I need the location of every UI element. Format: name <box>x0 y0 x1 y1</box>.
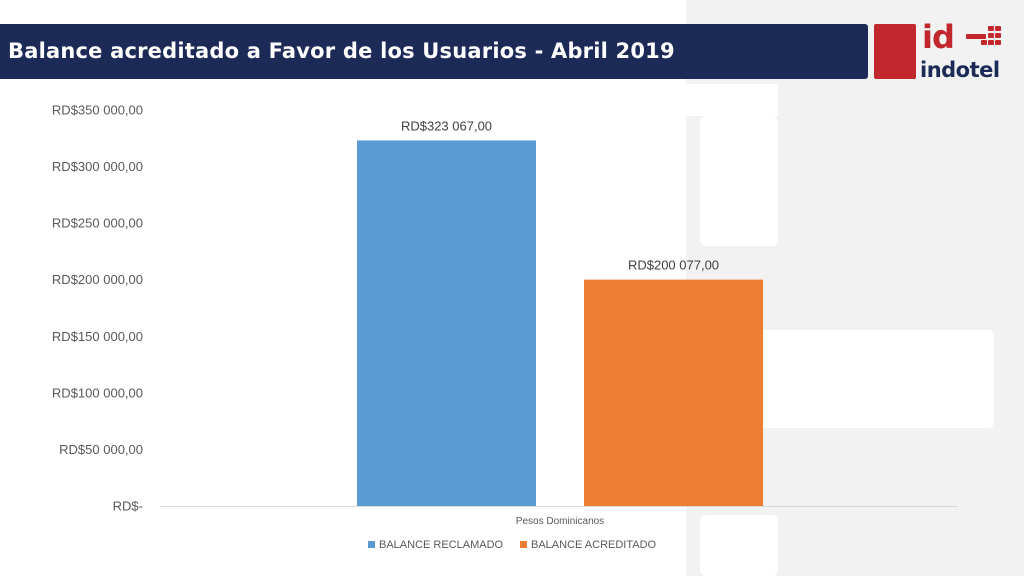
legend-item: BALANCE ACREDITADO <box>520 537 656 553</box>
background-card <box>686 84 778 116</box>
legend-label: BALANCE ACREDITADO <box>531 539 657 551</box>
data-label: RD$323 067,00 <box>401 118 492 133</box>
y-tick-label: RD$250 000,00 <box>52 216 143 231</box>
data-labels: RD$323 067,00 RD$200 077,00 <box>401 118 719 272</box>
y-tick-label: RD$200 000,00 <box>52 272 143 287</box>
y-tick-label: RD$150 000,00 <box>52 329 143 344</box>
logo-red-block <box>874 24 916 79</box>
y-axis-ticks: RD$- RD$50 000,00 RD$100 000,00 RD$150 000,… <box>52 103 143 514</box>
x-axis-category-label: Pesos Dominicanos <box>516 516 604 527</box>
title-bar: Balance acreditado a Favor de los Usuari… <box>0 24 868 79</box>
logo-mark: id <box>922 18 955 56</box>
legend-swatch <box>368 541 375 548</box>
y-tick-label: RD$- <box>113 499 143 514</box>
data-label: RD$200 077,00 <box>628 258 719 273</box>
legend-item: BALANCE RECLAMADO <box>368 537 503 553</box>
logo-wordmark: indotel <box>920 58 1000 82</box>
bar-balance-acreditado <box>584 279 763 506</box>
background-card <box>700 116 778 246</box>
y-tick-label: RD$100 000,00 <box>52 385 143 400</box>
y-tick-label: RD$300 000,00 <box>52 159 143 174</box>
indotel-logo: id indotel <box>920 18 1006 84</box>
bars <box>357 140 763 506</box>
bar-balance-reclamado <box>357 140 536 506</box>
slide-title: Balance acreditado a Favor de los Usuari… <box>8 39 675 63</box>
logo-grid-icon <box>966 26 1001 50</box>
background-card <box>700 515 778 576</box>
y-tick-label: RD$50 000,00 <box>59 442 143 457</box>
y-tick-label: RD$350 000,00 <box>52 103 143 118</box>
legend-swatch <box>520 541 527 548</box>
legend-label: BALANCE RECLAMADO <box>379 539 504 551</box>
